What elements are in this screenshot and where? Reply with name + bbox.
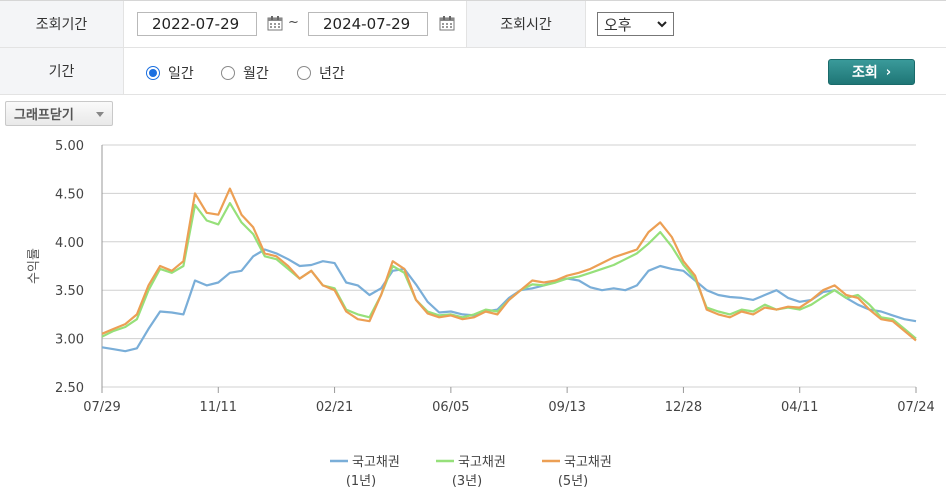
x-tick-label: 09/13 xyxy=(548,400,585,415)
x-tick-label: 06/05 xyxy=(432,400,469,415)
form-row-range: 기간 일간 월간 년간 조회 › xyxy=(0,48,946,95)
radio-yearly[interactable]: 년간 xyxy=(297,63,345,83)
date-range-separator: ~ xyxy=(288,15,299,30)
legend-sublabel: (1년) xyxy=(346,474,376,489)
radio-yearly-button[interactable] xyxy=(297,66,311,80)
query-button[interactable]: 조회 › xyxy=(828,59,915,85)
calendar-icon[interactable] xyxy=(267,15,283,31)
chevron-right-icon: › xyxy=(885,64,892,80)
caret-down-icon xyxy=(96,112,104,117)
legend-label: 국고채권 xyxy=(458,455,506,470)
radio-monthly-label: 월간 xyxy=(243,66,269,82)
x-tick-label: 12/28 xyxy=(665,400,702,415)
x-tick-label: 07/29 xyxy=(83,400,120,415)
legend-sublabel: (3년) xyxy=(452,474,482,489)
chevron-down-icon xyxy=(657,21,667,28)
series-line-2 xyxy=(101,202,917,340)
y-tick-label: 3.00 xyxy=(55,333,84,348)
x-tick-label: 04/11 xyxy=(781,400,818,415)
graph-close-button[interactable]: 그래프닫기 xyxy=(5,101,113,126)
search-form: 조회기간 2022-07-29 ~ 2024-07-29 조회시간 오후 기간 xyxy=(0,0,946,95)
yield-chart: 5.00 4.50 4.00 3.50 3.00 2.50 수익률 07/29 11/11 02/… xyxy=(27,139,935,489)
radio-daily[interactable]: 일간 xyxy=(146,63,194,83)
y-tick-label: 3.50 xyxy=(55,284,84,299)
y-tick-label: 4.00 xyxy=(55,236,84,251)
legend-label: 국고채권 xyxy=(564,455,612,470)
query-button-label: 조회 xyxy=(851,65,878,81)
graph-close-label: 그래프닫기 xyxy=(14,108,74,123)
legend-label: 국고채권 xyxy=(352,455,400,470)
y-tick-label: 5.00 xyxy=(55,139,84,154)
x-tick-label: 02/21 xyxy=(316,400,353,415)
y-tick-label: 4.50 xyxy=(55,187,84,202)
time-select-value: 오후 xyxy=(604,15,632,34)
radio-daily-label: 일간 xyxy=(168,66,194,82)
end-date-input[interactable]: 2024-07-29 xyxy=(308,12,428,36)
time-label: 조회시간 xyxy=(466,1,586,47)
radio-daily-button[interactable] xyxy=(146,66,160,80)
range-label: 기간 xyxy=(0,48,124,94)
legend-sublabel: (5년) xyxy=(558,474,588,489)
y-axis-label: 수익률 xyxy=(27,248,42,284)
time-select[interactable]: 오후 xyxy=(597,12,674,36)
x-tick-label: 11/11 xyxy=(200,400,237,415)
radio-monthly[interactable]: 월간 xyxy=(221,63,269,83)
series-line-1 xyxy=(101,248,917,353)
x-tick-label: 07/24 xyxy=(897,400,934,415)
form-row-period: 조회기간 2022-07-29 ~ 2024-07-29 조회시간 오후 xyxy=(0,1,946,48)
period-label: 조회기간 xyxy=(0,1,124,47)
y-tick-label: 2.50 xyxy=(55,381,84,396)
start-date-input[interactable]: 2022-07-29 xyxy=(137,12,257,36)
calendar-icon[interactable] xyxy=(439,15,455,31)
radio-yearly-label: 년간 xyxy=(319,66,345,82)
series-line-3 xyxy=(101,187,917,342)
radio-monthly-button[interactable] xyxy=(221,66,235,80)
